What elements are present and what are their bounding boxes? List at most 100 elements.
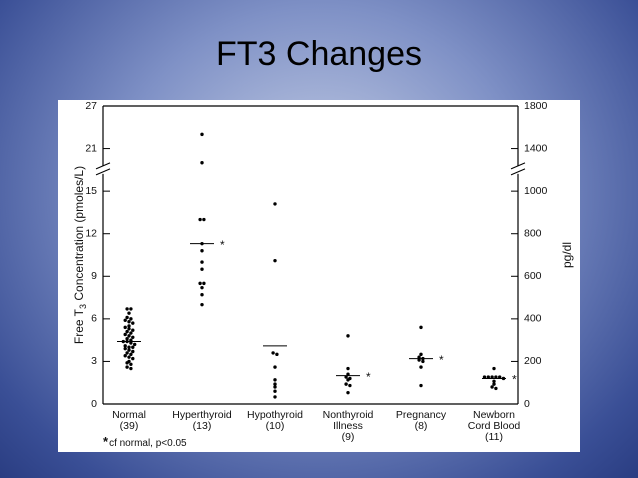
data-point — [127, 327, 131, 331]
data-point — [129, 338, 133, 342]
y2-tick-label: 1000 — [524, 185, 548, 197]
data-point — [419, 325, 423, 330]
data-point — [125, 351, 129, 355]
data-point — [273, 395, 277, 399]
y-tick-label: 12 — [85, 227, 97, 239]
data-point — [133, 342, 137, 347]
x-tick-label: (13) — [193, 420, 212, 432]
x-tick-label: Cord Blood — [468, 420, 521, 432]
data-point — [344, 375, 348, 379]
data-point — [273, 365, 277, 369]
data-point — [200, 285, 204, 290]
data-point — [127, 345, 131, 349]
x-tick-label: (8) — [415, 420, 428, 432]
chart-panel — [58, 100, 580, 452]
y-tick-label: 6 — [91, 313, 97, 325]
data-point — [271, 351, 275, 355]
axis-break-gap — [95, 165, 111, 174]
data-point — [273, 258, 277, 263]
y2-tick-label: 1800 — [524, 100, 548, 112]
y-label-part: Free T — [72, 308, 86, 344]
data-point — [200, 293, 204, 297]
data-point — [482, 375, 487, 379]
footnote: *cf normal, p<0.05 — [103, 434, 187, 449]
data-point — [198, 281, 202, 286]
data-point — [131, 356, 135, 361]
data-point — [129, 352, 133, 357]
data-point — [346, 390, 350, 395]
y2-tick-label: 400 — [524, 313, 542, 325]
data-point — [131, 349, 135, 354]
data-point — [273, 382, 277, 386]
data-point — [129, 366, 133, 371]
y-tick-label: 3 — [91, 355, 97, 367]
data-point — [490, 385, 494, 389]
data-point — [129, 362, 133, 366]
data-point — [494, 375, 498, 379]
data-point — [417, 358, 421, 362]
axis-break — [95, 162, 111, 170]
data-point — [131, 321, 135, 325]
data-point — [421, 359, 425, 364]
y2-axis-label: pg/dl — [560, 242, 574, 268]
data-point — [131, 335, 135, 340]
y-tick-label: 21 — [85, 142, 97, 154]
data-point — [123, 354, 127, 358]
data-point — [129, 317, 133, 321]
data-point — [490, 375, 494, 379]
data-point — [125, 365, 129, 369]
data-point — [200, 132, 204, 137]
y-tick-label: 15 — [85, 185, 97, 197]
data-point — [492, 382, 496, 386]
y2-tick-label: 600 — [524, 270, 542, 282]
data-point — [131, 345, 135, 349]
x-tick-label: Hypothyroid — [247, 409, 303, 421]
x-tick-label: Hyperthyroid — [172, 409, 232, 421]
y-axis-label: Free T3 Concentration (pmoles/L) — [72, 166, 88, 344]
data-point — [346, 378, 350, 382]
data-point — [129, 341, 133, 345]
x-tick-label: (9) — [342, 431, 355, 443]
data-point — [200, 260, 204, 264]
y-tick-label: 9 — [91, 270, 97, 282]
data-point — [200, 302, 204, 307]
data-point — [486, 375, 490, 379]
x-tick-label: (11) — [485, 431, 503, 443]
data-point — [198, 217, 202, 222]
data-point — [273, 202, 277, 206]
data-point — [492, 366, 496, 371]
data-point — [127, 355, 131, 359]
data-point — [123, 344, 127, 348]
data-point — [275, 352, 279, 357]
axis-break — [95, 168, 111, 176]
x-tick-label: (10) — [266, 420, 285, 432]
data-point — [129, 307, 133, 311]
data-point — [419, 383, 423, 388]
data-point — [344, 382, 348, 386]
data-point — [123, 318, 127, 322]
data-point — [123, 346, 127, 351]
y2-tick-label: 800 — [524, 227, 542, 239]
footnote-marker: * — [103, 434, 109, 449]
data-point — [127, 311, 131, 315]
data-point — [125, 361, 129, 365]
data-point — [129, 331, 133, 335]
data-point — [123, 325, 127, 330]
data-point — [492, 379, 496, 383]
y2-tick-label: 200 — [524, 355, 542, 367]
y-label-part: Concentration (pmoles/L) — [72, 166, 86, 304]
data-point — [202, 217, 206, 222]
data-point — [346, 366, 350, 371]
data-point — [273, 389, 277, 393]
x-tick-label: Normal — [112, 409, 146, 421]
y2-tick-label: 0 — [524, 398, 530, 410]
data-point — [273, 385, 277, 389]
x-tick-label: (39) — [120, 420, 139, 432]
data-point — [202, 281, 206, 286]
data-point — [125, 337, 129, 341]
data-point — [419, 352, 423, 357]
x-tick-label: Illness — [333, 420, 363, 432]
y2-tick-label: 1400 — [524, 142, 548, 154]
y-tick-label: 27 — [85, 100, 97, 112]
